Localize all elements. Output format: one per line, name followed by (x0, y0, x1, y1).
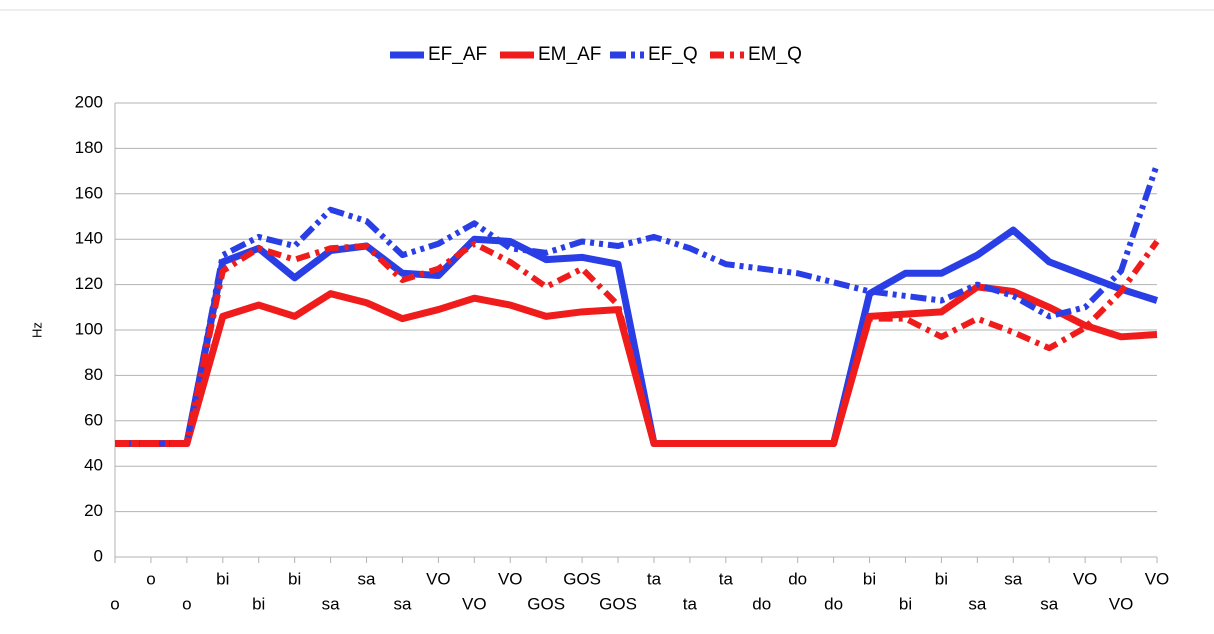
x-tick-label: sa (322, 594, 341, 613)
x-tick-label: VO (1073, 569, 1098, 588)
x-tick-label: o (110, 594, 119, 613)
x-tick-label: bi (216, 569, 229, 588)
x-tick-label: VO (1145, 569, 1170, 588)
x-tick-label: bi (899, 594, 912, 613)
x-tick-label: o (182, 594, 191, 613)
y-tick-label: 180 (75, 138, 103, 157)
x-tick-label: bi (935, 569, 948, 588)
series-line (115, 226, 1159, 447)
x-tick-label: bi (252, 594, 265, 613)
x-tick-label: VO (462, 594, 487, 613)
x-tick-label: VO (498, 569, 523, 588)
y-tick-label: 100 (75, 319, 103, 338)
x-tick-label: do (788, 569, 807, 588)
x-tick-label: ta (683, 594, 698, 613)
legend-label: EM_AF (538, 44, 601, 65)
y-tick-label: 120 (75, 274, 103, 293)
y-axis-label: Hz (29, 322, 44, 338)
y-tick-label: 200 (75, 92, 103, 111)
x-tick-label: GOS (527, 594, 565, 613)
series-line (115, 163, 1160, 447)
x-tick-label: sa (393, 594, 412, 613)
y-tick-label: 40 (84, 456, 103, 475)
x-tick-label: ta (719, 569, 734, 588)
y-tick-label: 80 (84, 365, 103, 384)
x-tick-label: bi (863, 569, 876, 588)
y-tick-label: 60 (84, 410, 103, 429)
series-line (115, 239, 1160, 447)
x-tick-label: do (752, 594, 771, 613)
y-tick-label: 140 (75, 229, 103, 248)
x-tick-label: sa (968, 594, 987, 613)
legend-label: EF_Q (648, 44, 698, 65)
x-tick-label: sa (1004, 569, 1023, 588)
y-tick-label: 20 (84, 501, 103, 520)
x-tick-label: ta (647, 569, 662, 588)
y-tick-label: 160 (75, 183, 103, 202)
x-tick-label: GOS (599, 594, 637, 613)
x-tick-label: GOS (563, 569, 601, 588)
x-tick-label: o (146, 569, 155, 588)
legend-label: EF_AF (428, 44, 487, 65)
y-tick-label: 0 (94, 546, 103, 565)
x-tick-label: VO (426, 569, 451, 588)
x-tick-label: do (824, 594, 843, 613)
x-tick-label: sa (1040, 594, 1059, 613)
x-tick-label: sa (358, 569, 377, 588)
x-tick-label: bi (288, 569, 301, 588)
legend-label: EM_Q (748, 44, 802, 65)
x-tick-label: VO (1109, 594, 1134, 613)
